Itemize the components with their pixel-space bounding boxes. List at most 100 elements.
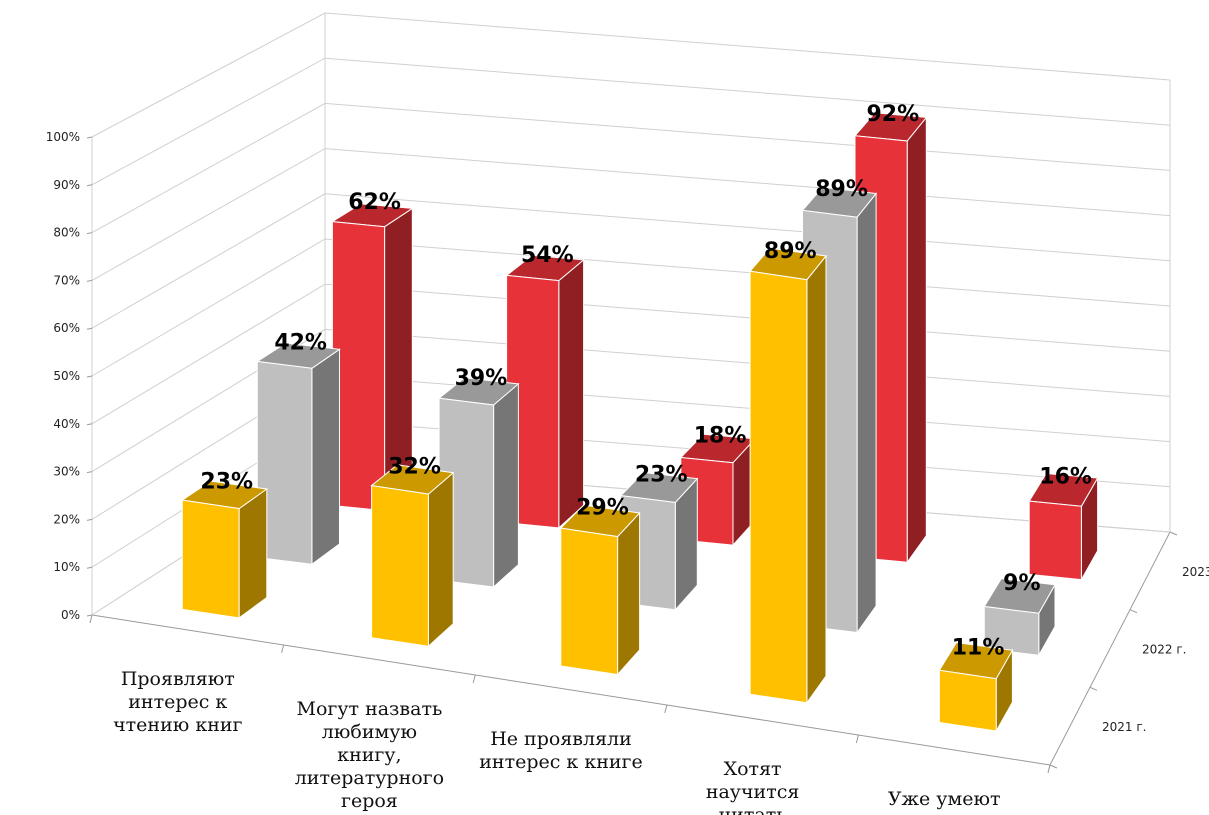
bar — [180, 480, 269, 619]
x-tick-mark — [855, 734, 859, 744]
x-category-label-line: читать — [719, 804, 787, 815]
bar-side — [311, 348, 340, 566]
x-category-label-line: интерес к книге — [479, 751, 643, 773]
x-category-label-line: литературного — [295, 767, 444, 789]
bar-side — [493, 382, 519, 589]
data-label: 16% — [1039, 465, 1092, 490]
y-tick-mark — [86, 614, 93, 617]
y-tick-mark — [86, 232, 93, 235]
data-label: 18% — [694, 423, 747, 448]
bar-side — [617, 511, 641, 676]
chart-labels: 0% 10% 20% 30% 40% 50% 60% 70% 80% 90% 100% Проявля… — [46, 130, 1209, 815]
series-label: 2021 г. — [1102, 720, 1146, 734]
gridline — [91, 102, 1171, 234]
bar-front — [331, 221, 386, 512]
bar-front — [181, 499, 240, 619]
gridline — [91, 12, 1171, 138]
x-category-label: Проявляют интерес к чтению книг — [113, 668, 242, 736]
x-category-label-line: Хотят — [724, 758, 782, 780]
z-tick-mark — [1049, 764, 1058, 769]
gridline — [91, 328, 1171, 473]
x-category-label-line: Не проявляли — [490, 728, 632, 750]
x-tick-mark — [1047, 764, 1051, 774]
y-tick-mark — [86, 423, 93, 426]
y-tick-mark — [86, 327, 93, 330]
gridline — [91, 148, 1171, 281]
chart-bars: 62% 54% 18% 92% 16% 42% 39% 23% 89% 9% 23% 32% 29% 89… — [180, 102, 1099, 733]
bar — [255, 342, 341, 566]
y-tick-label: 30% — [53, 465, 80, 479]
x-category-label-line: Уже умеют — [888, 788, 1001, 810]
y-tick-mark — [86, 136, 93, 139]
bar — [679, 433, 757, 547]
data-label: 39% — [455, 366, 508, 391]
bar-front — [371, 485, 429, 647]
data-label: 89% — [764, 239, 817, 264]
bar-side — [856, 192, 877, 635]
y-tick-mark — [86, 375, 93, 378]
data-label: 23% — [200, 470, 253, 495]
data-label: 62% — [348, 190, 401, 215]
y-tick-label: 0% — [61, 608, 80, 622]
y-tick-label: 10% — [53, 560, 80, 574]
y-tick-label: 70% — [53, 273, 80, 287]
x-tick-mark — [664, 704, 668, 714]
gridline — [91, 238, 1171, 377]
y-tick-mark — [86, 184, 93, 187]
data-label: 54% — [521, 243, 574, 268]
x-tick-mark — [472, 674, 476, 684]
bar — [370, 464, 455, 648]
bar-front — [506, 274, 560, 529]
bar — [983, 578, 1056, 658]
bar-side — [558, 258, 585, 530]
data-label: 11% — [952, 635, 1005, 660]
y-tick-label: 20% — [53, 512, 80, 526]
x-category-label-line: любимую — [322, 721, 417, 743]
bar-front — [749, 270, 808, 704]
x-category-label-line: чтению книг — [113, 714, 242, 736]
bar-front — [983, 605, 1040, 656]
y-tick-label: 90% — [53, 178, 80, 192]
data-label: 42% — [274, 331, 327, 356]
bar — [559, 504, 641, 676]
series-label: 2022 г. — [1142, 643, 1186, 657]
x-category-label-line: научится — [706, 781, 800, 803]
z-tick-mark — [1129, 609, 1138, 614]
y-tick-label: 80% — [53, 226, 80, 240]
bar — [749, 247, 827, 705]
y-tick-mark — [86, 471, 93, 474]
x-axis — [91, 614, 1051, 766]
data-label: 29% — [576, 496, 629, 521]
y-tick-label: 60% — [53, 321, 80, 335]
y-tick-mark — [86, 566, 93, 569]
x-category-label-line: Могут назвать — [296, 698, 442, 720]
x-category-label-line: читать — [910, 811, 978, 815]
x-category-label: Могут назвать любимую книгу, литературного г… — [295, 698, 444, 812]
x-category-label: Хотят научится читать — [706, 758, 800, 815]
z-axis — [1049, 531, 1171, 766]
bar-side — [806, 254, 827, 705]
x-category-label-line: героя — [341, 790, 398, 812]
data-label: 9% — [1003, 571, 1040, 596]
gridline — [91, 57, 1171, 186]
data-label: 92% — [867, 102, 920, 127]
bar-side — [427, 471, 454, 648]
x-tick-mark — [281, 644, 285, 654]
bar-side — [906, 115, 927, 564]
bar-front — [560, 527, 619, 676]
bar — [938, 641, 1014, 733]
x-category-label: Не проявляли интерес к книге — [479, 728, 643, 773]
x-category-label-line: книгу, — [337, 744, 401, 766]
z-tick-mark — [1169, 531, 1178, 536]
series-label: 2023 г. — [1182, 565, 1209, 579]
z-tick-mark — [1089, 686, 1098, 691]
x-tick-mark — [89, 614, 93, 624]
y-tick-label: 40% — [53, 417, 80, 431]
y-tick-label: 50% — [53, 369, 80, 383]
bar-front — [938, 669, 997, 732]
bar — [1028, 472, 1099, 582]
bar-front — [256, 360, 313, 565]
bar — [330, 203, 414, 512]
x-category-label: Уже умеютчитать — [888, 788, 1001, 815]
